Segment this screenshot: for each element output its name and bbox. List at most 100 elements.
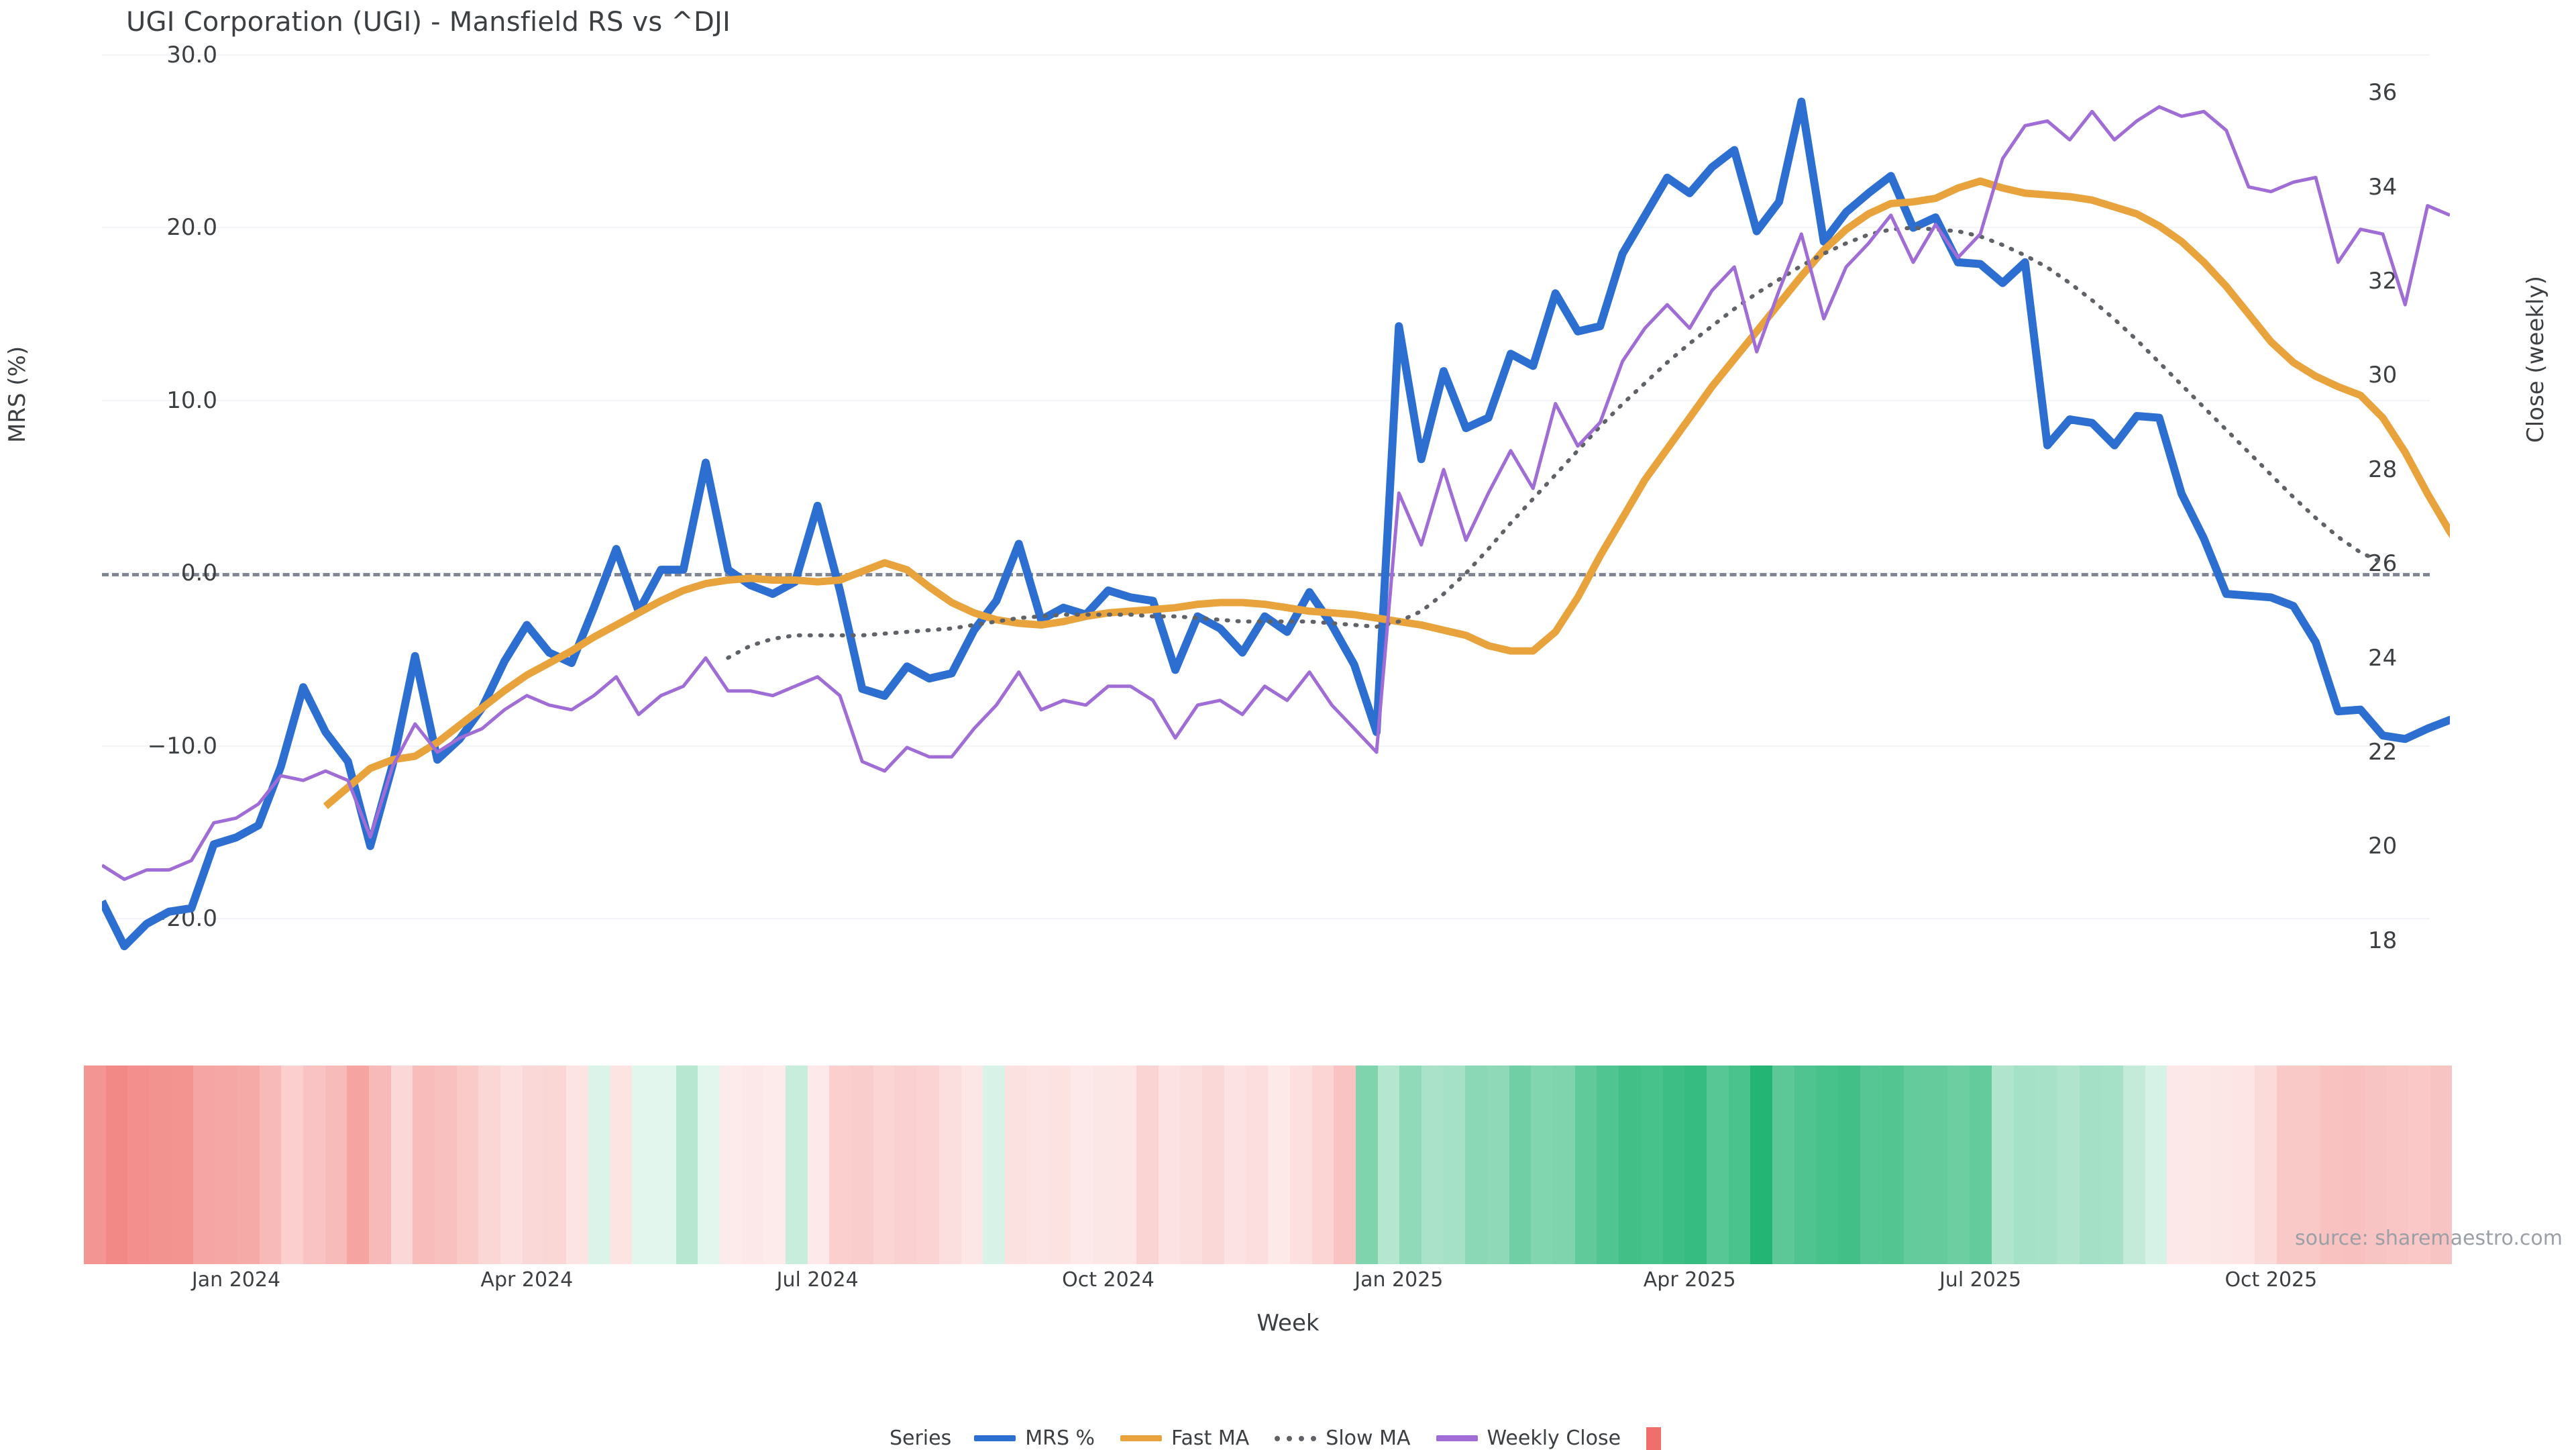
heatmap-cell <box>1684 1066 1707 1264</box>
legend-item[interactable]: Fast MA <box>1120 1427 1249 1450</box>
heatmap-cell <box>193 1066 216 1264</box>
heatmap-cell <box>281 1066 303 1264</box>
heatmap-cell <box>2013 1066 2036 1264</box>
heatmap-cell <box>435 1066 457 1264</box>
relative-strength-heatmap <box>84 1066 2453 1264</box>
gridline <box>102 54 2430 56</box>
heatmap-cell <box>150 1066 172 1264</box>
heatmap-cell <box>105 1066 128 1264</box>
y2-tick-label: 28 <box>2368 456 2398 483</box>
y2-tick-label: 36 <box>2368 79 2398 107</box>
y-tick-label: 20.0 <box>166 214 217 242</box>
source-note: source: sharemaestro.com <box>2295 1227 2563 1250</box>
heatmap-cell <box>807 1066 830 1264</box>
y-axis-right-label: Close (weekly) <box>2522 276 2549 443</box>
heatmap-cell <box>1355 1066 1378 1264</box>
heatmap-cell <box>259 1066 282 1264</box>
heatmap-cell <box>2386 1066 2408 1264</box>
heatmap-cell <box>347 1066 369 1264</box>
heatmap-cell <box>851 1066 873 1264</box>
heatmap-cell <box>2189 1066 2211 1264</box>
heatmap-cell <box>2101 1066 2123 1264</box>
heatmap-cell <box>763 1066 786 1264</box>
heatmap-cell <box>2430 1066 2453 1264</box>
legend-item[interactable]: MRS % <box>974 1427 1095 1450</box>
heatmap-cell <box>1421 1066 1444 1264</box>
heatmap-cell <box>2298 1066 2321 1264</box>
heatmap-cell <box>1509 1066 1532 1264</box>
x-axis-label: Week <box>1256 1310 1320 1337</box>
legend-item[interactable]: Weekly Close <box>1436 1427 1621 1450</box>
x-tick-label: Jul 2024 <box>776 1268 859 1292</box>
y2-tick-label: 26 <box>2368 550 2398 578</box>
heatmap-cell <box>2123 1066 2145 1264</box>
heatmap-cell <box>2057 1066 2080 1264</box>
heatmap-cell <box>917 1066 939 1264</box>
x-tick-label: Jan 2024 <box>191 1268 281 1292</box>
heatmap-cell <box>2408 1066 2430 1264</box>
heatmap-cell <box>1487 1066 1509 1264</box>
heatmap-cell <box>1794 1066 1817 1264</box>
heatmap-cell <box>478 1066 501 1264</box>
heatmap-cell <box>1289 1066 1312 1264</box>
heatmap-cell <box>390 1066 413 1264</box>
heatmap-cell <box>84 1066 106 1264</box>
heatmap-cell <box>1970 1066 1992 1264</box>
heatmap-cell <box>1049 1066 1071 1264</box>
series-line-weekly-close <box>102 105 2450 881</box>
gridline <box>102 399 2430 401</box>
legend-item[interactable] <box>1646 1427 1662 1450</box>
heatmap-cell <box>1728 1066 1751 1264</box>
heatmap-cell <box>1070 1066 1093 1264</box>
y-tick-label: 10.0 <box>166 386 217 414</box>
y2-tick-label: 20 <box>2368 833 2398 860</box>
legend-dotted-line-icon <box>1275 1435 1317 1441</box>
heatmap-cell <box>1202 1066 1224 1264</box>
heatmap-cell <box>1246 1066 1269 1264</box>
gridline <box>102 918 2430 920</box>
heatmap-cell <box>1882 1066 1904 1264</box>
heatmap-cell <box>653 1066 676 1264</box>
heatmap-cell <box>961 1066 983 1264</box>
x-tick-label: Oct 2025 <box>2224 1268 2318 1292</box>
heatmap-cell <box>1706 1066 1729 1264</box>
legend-line-icon <box>1120 1435 1163 1441</box>
heatmap-cell <box>522 1066 545 1264</box>
chart-title: UGI Corporation (UGI) - Mansfield RS vs … <box>126 7 731 38</box>
heatmap-cell <box>1443 1066 1466 1264</box>
heatmap-cell <box>1026 1066 1049 1264</box>
x-tick-label: Jan 2025 <box>1354 1268 1444 1292</box>
series-line-fast-ma <box>323 177 2450 809</box>
heatmap-cell <box>1136 1066 1159 1264</box>
heatmap-cell <box>873 1066 896 1264</box>
heatmap-cell <box>1553 1066 1575 1264</box>
legend-color-swatch-icon <box>1646 1427 1662 1450</box>
heatmap-cell <box>2320 1066 2343 1264</box>
heatmap-cell <box>1399 1066 1421 1264</box>
heatmap-cell <box>938 1066 961 1264</box>
heatmap-cell <box>1114 1066 1136 1264</box>
legend-item[interactable]: Slow MA <box>1275 1427 1411 1450</box>
heatmap-cell <box>676 1066 698 1264</box>
heatmap-cell <box>1816 1066 1838 1264</box>
heatmap-cell <box>1619 1066 1641 1264</box>
heatmap-cell <box>610 1066 633 1264</box>
heatmap-cell <box>1377 1066 1400 1264</box>
heatmap-cell <box>2276 1066 2299 1264</box>
heatmap-cell <box>2364 1066 2387 1264</box>
y2-tick-label: 24 <box>2368 644 2398 672</box>
heatmap-cell <box>325 1066 347 1264</box>
gridline <box>102 745 2430 747</box>
heatmap-cell <box>1334 1066 1356 1264</box>
heatmap-cell <box>1662 1066 1685 1264</box>
heatmap-cell <box>2255 1066 2277 1264</box>
heatmap-cell <box>983 1066 1005 1264</box>
legend-item-label: Weekly Close <box>1487 1427 1621 1450</box>
legend-item-label: Slow MA <box>1326 1427 1411 1450</box>
heatmap-cell <box>500 1066 523 1264</box>
heatmap-cell <box>1947 1066 1970 1264</box>
heatmap-cell <box>1597 1066 1619 1264</box>
y2-tick-label: 18 <box>2368 927 2398 954</box>
x-tick-label: Apr 2025 <box>1643 1268 1736 1292</box>
gridline <box>102 227 2430 229</box>
